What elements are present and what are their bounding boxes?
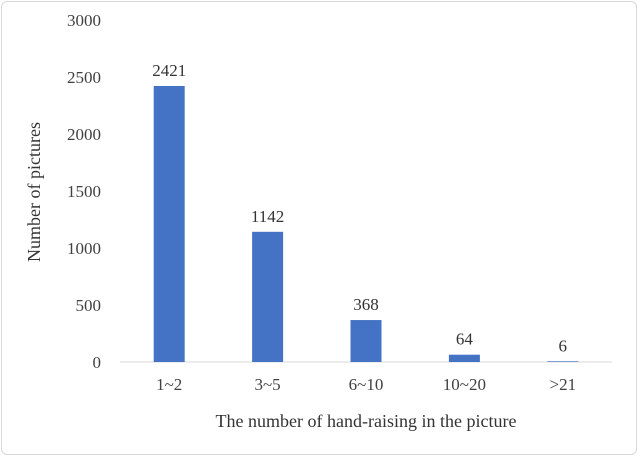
y-tick-label: 500	[76, 296, 102, 315]
y-tick-label: 2000	[67, 125, 101, 144]
y-tick-label: 1500	[67, 182, 101, 201]
y-tick-label: 2500	[67, 68, 101, 87]
bar	[153, 86, 185, 363]
y-tick-label: 1000	[67, 239, 101, 258]
bar	[448, 354, 480, 362]
bar-value-label: 2421	[152, 61, 186, 80]
bars	[153, 86, 579, 363]
bar	[252, 231, 284, 362]
bar	[547, 361, 579, 362]
x-tick-label: 1~2	[156, 375, 182, 394]
data-labels: 2421 1142 368 64 6	[152, 61, 567, 355]
y-axis-title: Number of pictures	[24, 122, 44, 262]
x-tick-label: 6~10	[349, 375, 384, 394]
y-tick-label: 0	[93, 353, 102, 372]
y-tick-label: 3000	[67, 11, 101, 30]
x-axis-title: The number of hand-raising in the pictur…	[216, 411, 517, 431]
bar	[350, 320, 382, 362]
x-tick-label: 3~5	[254, 375, 280, 394]
x-tick-label: >21	[550, 375, 577, 394]
bar-value-label: 368	[353, 295, 379, 314]
y-axis-ticks: 0 500 1000 1500 2000 2500 3000	[67, 11, 101, 372]
x-tick-label: 10~20	[443, 375, 486, 394]
bar-value-label: 1142	[251, 207, 284, 226]
bar-value-label: 64	[456, 330, 474, 349]
x-axis-ticks: 1~2 3~5 6~10 10~20 >21	[156, 375, 576, 394]
bar-value-label: 6	[559, 336, 568, 355]
